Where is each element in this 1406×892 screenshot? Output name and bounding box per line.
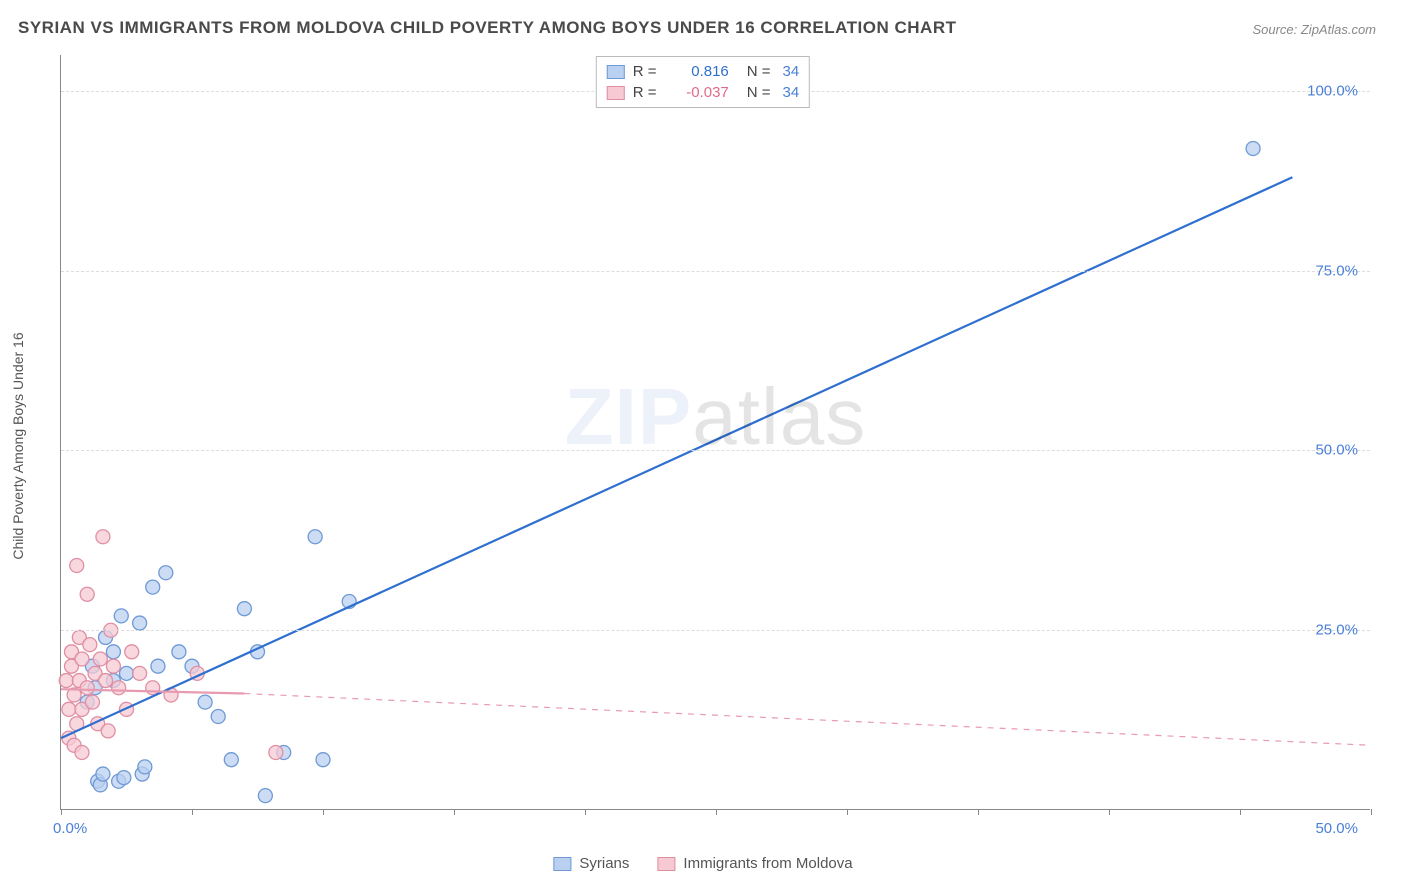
data-point xyxy=(62,702,76,716)
r-value: 0.816 xyxy=(669,63,729,80)
y-tick-label: 25.0% xyxy=(1315,622,1358,639)
x-tick xyxy=(61,809,62,815)
data-point xyxy=(106,659,120,673)
data-point xyxy=(80,587,94,601)
plot-area: ZIPatlas 25.0%50.0%75.0%100.0%0.0%50.0% xyxy=(60,55,1370,810)
x-tick-label-end: 50.0% xyxy=(1315,820,1358,837)
data-point xyxy=(133,666,147,680)
chart-title: SYRIAN VS IMMIGRANTS FROM MOLDOVA CHILD … xyxy=(18,18,957,38)
n-label: N = xyxy=(747,84,771,101)
x-tick xyxy=(716,809,717,815)
data-point xyxy=(96,767,110,781)
data-point xyxy=(146,681,160,695)
data-point xyxy=(159,566,173,580)
x-tick xyxy=(1109,809,1110,815)
trend-line-dash xyxy=(244,694,1371,746)
x-tick xyxy=(585,809,586,815)
legend-item: Immigrants from Moldova xyxy=(657,855,852,872)
data-point xyxy=(93,652,107,666)
source-attribution: Source: ZipAtlas.com xyxy=(1252,22,1376,37)
data-point xyxy=(198,695,212,709)
data-point xyxy=(75,745,89,759)
x-tick xyxy=(847,809,848,815)
data-point xyxy=(151,659,165,673)
gridline xyxy=(61,450,1370,451)
n-value: 34 xyxy=(783,63,800,80)
x-tick-label-start: 0.0% xyxy=(53,820,87,837)
data-point xyxy=(75,652,89,666)
y-tick-label: 75.0% xyxy=(1315,262,1358,279)
correlation-legend: R = 0.816 N = 34 R = -0.037 N = 34 xyxy=(596,56,810,108)
data-point xyxy=(70,559,84,573)
data-point xyxy=(59,674,73,688)
y-axis-label: Child Poverty Among Boys Under 16 xyxy=(10,332,26,559)
data-point xyxy=(80,681,94,695)
data-point xyxy=(117,771,131,785)
data-point xyxy=(237,602,251,616)
data-point xyxy=(101,724,115,738)
data-point xyxy=(106,645,120,659)
data-point xyxy=(224,753,238,767)
x-tick xyxy=(1240,809,1241,815)
r-label: R = xyxy=(633,84,661,101)
data-point xyxy=(114,609,128,623)
x-tick xyxy=(323,809,324,815)
gridline xyxy=(61,271,1370,272)
data-point xyxy=(138,760,152,774)
scatter-svg xyxy=(61,55,1370,809)
x-tick xyxy=(1371,809,1372,815)
data-point xyxy=(316,753,330,767)
y-tick-label: 50.0% xyxy=(1315,442,1358,459)
data-point xyxy=(172,645,186,659)
legend-swatch xyxy=(607,86,625,100)
data-point xyxy=(258,789,272,803)
data-point xyxy=(112,681,126,695)
data-point xyxy=(269,745,283,759)
x-tick xyxy=(192,809,193,815)
legend-swatch xyxy=(657,857,675,871)
x-tick xyxy=(454,809,455,815)
series-legend: Syrians Immigrants from Moldova xyxy=(553,855,852,872)
r-label: R = xyxy=(633,63,661,80)
legend-swatch xyxy=(553,857,571,871)
n-label: N = xyxy=(747,63,771,80)
data-point xyxy=(133,616,147,630)
legend-series-label: Immigrants from Moldova xyxy=(683,855,852,872)
data-point xyxy=(1246,141,1260,155)
data-point xyxy=(125,645,139,659)
n-value: 34 xyxy=(783,84,800,101)
data-point xyxy=(99,674,113,688)
legend-series-label: Syrians xyxy=(579,855,629,872)
data-point xyxy=(308,530,322,544)
data-point xyxy=(96,530,110,544)
data-point xyxy=(120,666,134,680)
legend-swatch xyxy=(607,65,625,79)
correlation-row: R = 0.816 N = 34 xyxy=(607,61,799,82)
y-tick-label: 100.0% xyxy=(1307,82,1358,99)
legend-item: Syrians xyxy=(553,855,629,872)
correlation-row: R = -0.037 N = 34 xyxy=(607,82,799,103)
trend-line xyxy=(61,177,1292,738)
r-value: -0.037 xyxy=(669,84,729,101)
data-point xyxy=(85,695,99,709)
gridline xyxy=(61,630,1370,631)
data-point xyxy=(211,710,225,724)
x-tick xyxy=(978,809,979,815)
data-point xyxy=(146,580,160,594)
data-point xyxy=(83,638,97,652)
